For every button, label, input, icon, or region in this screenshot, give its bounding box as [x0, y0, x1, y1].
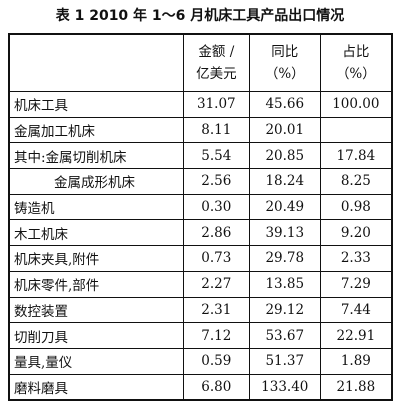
cell: 0.59	[182, 347, 250, 375]
cell: 2.56	[182, 168, 250, 195]
header-cell: 金额 / 亿美元	[182, 33, 250, 92]
cell: 8.25	[319, 168, 393, 195]
row-label: 数控装置	[8, 296, 184, 324]
cell: 100.00	[319, 91, 393, 118]
data-row: 其中:金属切削机床 5.54 20.85 17.84	[8, 142, 393, 170]
header-row: 金额 / 亿美元 同比 （%） 占比 （%）	[8, 33, 393, 92]
data-row: 数控装置 2.31 29.12 7.44	[8, 296, 393, 324]
cell: 2.33	[319, 245, 393, 272]
data-row: 金属加工机床 8.11 20.01	[8, 116, 393, 144]
header-line: 亿美元	[196, 66, 237, 82]
table-title: 表 1 2010 年 1～6 月机床工具产品出口情况	[55, 8, 345, 24]
cell: 8.11	[182, 116, 250, 144]
row-label: 量具,量仪	[8, 347, 184, 375]
header-cell	[8, 33, 184, 92]
cell: 5.54	[182, 142, 250, 170]
row-label: 其中:金属切削机床	[8, 142, 184, 170]
cell: 0.98	[319, 193, 393, 221]
cell: 7.29	[319, 270, 393, 298]
row-label: 金属成形机床	[8, 168, 184, 195]
data-row: 铸造机 0.30 20.49 0.98	[8, 193, 393, 221]
header-line: 同比	[271, 44, 299, 60]
row-label: 机床零件,部件	[8, 270, 184, 298]
cell: 7.44	[319, 296, 393, 324]
cell: 53.67	[248, 322, 321, 349]
cell: 2.86	[182, 219, 250, 247]
cell: 20.85	[248, 142, 321, 170]
cell: 29.78	[248, 245, 321, 272]
cell	[319, 116, 393, 144]
cell: 21.88	[319, 373, 393, 401]
cell: 2.27	[182, 270, 250, 298]
row-label: 金属加工机床	[8, 116, 184, 144]
cell: 0.30	[182, 193, 250, 221]
data-row: 木工机床 2.86 39.13 9.20	[8, 219, 393, 247]
cell: 17.84	[319, 142, 393, 170]
cell: 20.49	[248, 193, 321, 221]
header-line: （%）	[264, 66, 305, 82]
export-table: 金额 / 亿美元 同比 （%） 占比 （%） 机床工具 31.07 45.66 100.00 金属加…	[8, 33, 393, 402]
cell: 31.07	[182, 91, 250, 118]
row-label: 机床夹具,附件	[8, 245, 184, 272]
cell: 20.01	[248, 116, 321, 144]
row-label: 木工机床	[8, 219, 184, 247]
cell: 133.40	[248, 373, 321, 401]
header-line: 占比	[342, 44, 370, 60]
row-label: 磨料磨具	[8, 373, 184, 401]
header-line: 金额 /	[198, 44, 235, 60]
cell: 39.13	[248, 219, 321, 247]
cell: 0.73	[182, 245, 250, 272]
cell: 2.31	[182, 296, 250, 324]
row-label: 机床工具	[8, 91, 184, 118]
data-row: 机床工具 31.07 45.66 100.00	[8, 91, 393, 118]
data-row: 量具,量仪 0.59 51.37 1.89	[8, 347, 393, 375]
data-row: 金属成形机床 2.56 18.24 8.25	[8, 168, 393, 195]
data-row: 机床夹具,附件 0.73 29.78 2.33	[8, 245, 393, 272]
cell: 45.66	[248, 91, 321, 118]
header-line: （%）	[335, 66, 376, 82]
cell: 9.20	[319, 219, 393, 247]
data-row: 切削刀具 7.12 53.67 22.91	[8, 322, 393, 349]
cell: 29.12	[248, 296, 321, 324]
header-cell: 占比 （%）	[319, 33, 393, 92]
row-label: 切削刀具	[8, 322, 184, 349]
cell: 1.89	[319, 347, 393, 375]
cell: 13.85	[248, 270, 321, 298]
data-row: 机床零件,部件 2.27 13.85 7.29	[8, 270, 393, 298]
row-label: 铸造机	[8, 193, 184, 221]
header-cell: 同比 （%）	[248, 33, 321, 92]
cell: 22.91	[319, 322, 393, 349]
cell: 7.12	[182, 322, 250, 349]
cell: 6.80	[182, 373, 250, 401]
data-row: 磨料磨具 6.80 133.40 21.88	[8, 373, 393, 401]
cell: 51.37	[248, 347, 321, 375]
cell: 18.24	[248, 168, 321, 195]
